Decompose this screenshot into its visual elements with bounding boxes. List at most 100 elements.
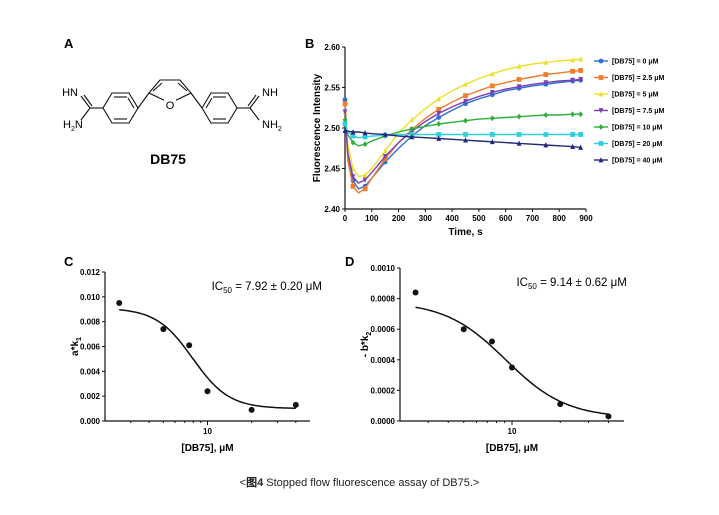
b-legend-marker xyxy=(598,91,604,97)
d-data-point xyxy=(509,364,515,371)
d-x-tick-label: 10 xyxy=(508,427,517,436)
d-y-tick-label: 0.0000 xyxy=(371,417,396,426)
b-data-point xyxy=(362,186,368,192)
panel-letter-d: D xyxy=(345,254,354,269)
b-data-point xyxy=(516,113,522,120)
b-data-point xyxy=(409,125,415,132)
b-data-point xyxy=(350,133,356,139)
d-ic50-value: = 9.14 ± 0.62 μM xyxy=(537,277,627,289)
b-data-point xyxy=(543,142,549,148)
b-series-line xyxy=(344,78,581,184)
c-x-axis-title: [DB75], μM xyxy=(181,443,233,454)
d-y-tick-label: 0.0004 xyxy=(371,356,396,365)
c-y-tick-label: 0.008 xyxy=(80,318,101,327)
b-data-point xyxy=(350,174,356,180)
b-series-line xyxy=(344,113,581,147)
b-data-point xyxy=(570,68,576,74)
b-data-point xyxy=(463,93,468,98)
b-data-point xyxy=(342,121,348,127)
panel-b-kinetics-chart: 2.40 2.45 2.50 2.55 2.60 0 100 200 300 400 500 600 7… xyxy=(312,43,664,238)
nh2-right-label: NH2 xyxy=(262,119,282,133)
b-x-tick-label: 700 xyxy=(526,214,540,223)
caption-label: 图4 xyxy=(246,477,264,489)
b-x-tick-label: 600 xyxy=(499,214,513,223)
furan-o-mask xyxy=(164,99,176,110)
b-x-tick-label: 200 xyxy=(392,214,406,223)
b-data-point xyxy=(409,117,415,123)
b-series-line xyxy=(344,123,581,139)
b-data-point xyxy=(578,77,584,83)
b-data-point xyxy=(350,129,356,135)
b-y-tick-label: 2.55 xyxy=(324,84,340,93)
b-data-point xyxy=(570,111,576,118)
b-legend-label: [DB75] = 7.5 μM xyxy=(612,108,664,115)
b-data-point xyxy=(578,68,584,73)
b-data-point xyxy=(362,134,368,140)
c-y-axis-title: a*k1 xyxy=(70,337,83,356)
c-fit-curve xyxy=(119,309,296,409)
b-legend-label: [DB75] = 10 μM xyxy=(612,125,663,132)
panel-c-dose-response-chart: 0.000 0.002 0.004 0.006 0.008 0.010 0.012 10 [DB… xyxy=(70,268,322,454)
b-data-point xyxy=(342,127,348,133)
c-ic50-value: = 7.92 ± 0.20 μM xyxy=(232,281,322,293)
b-series-line xyxy=(344,79,581,190)
panel-d-dose-response-chart: 0.0000 0.0002 0.0004 0.0006 0.0008 0.0010 10 [D… xyxy=(360,264,627,454)
panel-letter-a: A xyxy=(64,36,74,51)
c-y-tick-label: 0.002 xyxy=(80,392,101,401)
b-legend-label: [DB75] = 20 μM xyxy=(612,141,663,148)
b-data-point xyxy=(436,121,442,127)
b-data-point xyxy=(463,132,468,137)
b-data-point xyxy=(342,109,348,115)
b-data-point xyxy=(489,115,495,122)
b-data-point xyxy=(342,117,348,123)
d-y-axis-title: - b*k2 xyxy=(360,332,373,358)
b-data-point xyxy=(436,95,442,102)
b-data-point xyxy=(489,89,495,96)
c-ic50-annotation: IC50 = 7.92 ± 0.20 μM xyxy=(212,281,322,295)
b-legend-marker xyxy=(598,124,604,130)
b-legend-marker xyxy=(598,157,604,163)
b-data-point xyxy=(570,77,576,84)
b-data-point xyxy=(436,132,442,137)
d-ic50-sub: 50 xyxy=(528,282,537,291)
c-data-point xyxy=(116,300,123,307)
b-data-point xyxy=(382,147,388,154)
b-data-point xyxy=(489,132,495,137)
hn-left-label: HN xyxy=(62,87,78,99)
b-data-point xyxy=(570,57,576,63)
b-legend-marker xyxy=(598,141,604,146)
b-x-tick-label: 900 xyxy=(579,214,593,223)
b-legend-label: [DB75] = 0 μM xyxy=(612,59,659,66)
c-y-axis-title-main: a*k xyxy=(70,341,81,356)
b-data-point xyxy=(409,134,415,140)
d-data-point xyxy=(460,326,467,333)
b-legend-marker xyxy=(598,75,604,80)
b-legend-label: [DB75] = 2.5 μM xyxy=(612,75,664,82)
b-data-point xyxy=(516,63,522,69)
b-data-point xyxy=(436,106,442,112)
furan-oxygen-label: O xyxy=(166,100,175,112)
b-series-line xyxy=(344,129,581,149)
b-y-axis-title: Fluorescence Intensity xyxy=(312,73,323,182)
b-data-point xyxy=(543,59,549,65)
panel-letter-c: C xyxy=(64,254,74,269)
b-data-point xyxy=(489,138,495,145)
b-data-point xyxy=(362,129,368,136)
c-data-point xyxy=(186,342,193,349)
c-y-tick-label: 0.006 xyxy=(80,343,101,352)
d-y-tick-label: 0.0006 xyxy=(371,325,396,334)
b-x-axis-title: Time, s xyxy=(448,227,483,238)
figure-canvas: A B C D O HN H2N NH NH2 DB75 xyxy=(62,36,664,454)
d-y-axis-title-main: - b*k xyxy=(360,335,371,357)
compound-name: DB75 xyxy=(150,151,186,167)
b-data-point xyxy=(362,172,368,178)
b-data-point xyxy=(342,97,348,103)
d-data-point xyxy=(605,413,612,420)
b-data-point xyxy=(436,115,442,120)
b-data-point xyxy=(489,70,495,77)
b-data-point xyxy=(342,101,348,107)
b-data-point xyxy=(382,153,388,160)
b-data-point xyxy=(463,137,468,143)
h2n-left-label: H2N xyxy=(63,119,83,133)
b-x-tick-label: 100 xyxy=(365,214,379,223)
